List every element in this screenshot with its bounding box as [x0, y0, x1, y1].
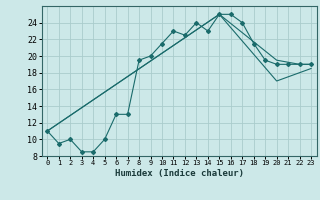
X-axis label: Humidex (Indice chaleur): Humidex (Indice chaleur)	[115, 169, 244, 178]
